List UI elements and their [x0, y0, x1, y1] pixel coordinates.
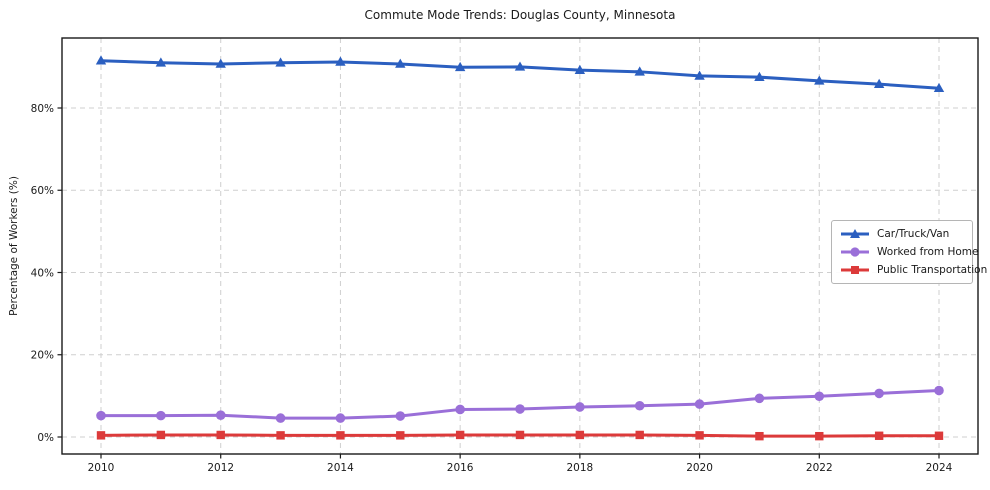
x-tick-label: 2010	[88, 462, 115, 474]
series-worked-from-home-marker	[215, 410, 226, 421]
y-tick-label: 80%	[31, 103, 54, 115]
series-worked-from-home-marker	[754, 393, 765, 404]
series-public-transportation-marker	[575, 430, 585, 440]
series-worked-from-home-marker	[575, 402, 585, 412]
legend-swatch-triangle-icon	[841, 228, 869, 238]
series-car-truck-van-marker	[215, 58, 226, 68]
x-tick-label: 2012	[207, 462, 234, 474]
x-tick-label: 2018	[566, 462, 593, 474]
x-tick-label: 2020	[686, 462, 713, 474]
series-worked-from-home-marker	[156, 410, 166, 421]
series-public-transportation-marker	[96, 431, 106, 440]
series-worked-from-home-marker	[694, 399, 705, 409]
series-public-transportation-marker	[635, 430, 644, 440]
series-public-transportation-marker	[934, 431, 944, 440]
y-axis-label: Percentage of Workers (%)	[8, 176, 20, 316]
series-worked-from-home-marker	[395, 411, 406, 421]
series-public-transportation-marker	[695, 431, 704, 440]
legend-item-worked-from-home: Worked from Home	[839, 244, 978, 259]
legend-item-car-truck-van: Car/Truck/Van	[839, 226, 964, 241]
series-car-truck-van-marker	[95, 55, 107, 65]
legend-label: Worked from Home	[877, 245, 979, 258]
y-tick-label: 20%	[31, 350, 54, 362]
series-car-truck-van-marker	[275, 57, 286, 67]
series-worked-from-home-marker	[814, 391, 825, 402]
circle-icon	[850, 246, 860, 257]
series-public-transportation-marker	[874, 431, 884, 440]
series-worked-from-home-marker	[515, 404, 525, 414]
series-public-transportation-marker	[216, 430, 225, 440]
series-car-truck-van-marker	[155, 57, 167, 67]
series-car-truck-van-marker	[514, 61, 526, 71]
legend-label: Public Transportation	[877, 263, 988, 276]
series-car-truck-van-marker	[335, 56, 346, 66]
y-tick-label: 0%	[37, 432, 54, 444]
x-tick-label: 2014	[327, 462, 354, 474]
series-car-truck-van-marker	[634, 66, 645, 76]
series-public-transportation-marker	[515, 430, 525, 440]
square-icon	[851, 265, 859, 274]
y-tick-label: 60%	[31, 185, 54, 197]
series-public-transportation-marker	[455, 430, 465, 440]
series-public-transportation-marker	[156, 430, 166, 440]
series-worked-from-home-marker	[455, 404, 465, 415]
series-worked-from-home-marker	[634, 400, 645, 411]
legend-label: Car/Truck/Van	[877, 227, 950, 240]
series-car-truck-van-marker	[873, 78, 885, 88]
series-worked-from-home-marker	[335, 413, 346, 423]
series-public-transportation-marker	[815, 431, 824, 441]
series-car-truck-van-marker	[814, 75, 825, 85]
series-car-truck-van-marker	[395, 58, 406, 68]
series-public-transportation-marker	[336, 431, 345, 440]
series-public-transportation-marker	[276, 431, 285, 440]
x-tick-label: 2024	[926, 462, 953, 474]
series-car-truck-van-marker	[933, 82, 945, 93]
legend-swatch-square-icon	[841, 265, 869, 274]
series-car-truck-van-marker	[694, 70, 705, 80]
x-tick-label: 2016	[447, 462, 474, 474]
series-worked-from-home-marker	[96, 410, 106, 421]
series-car-truck-van-marker	[574, 64, 586, 74]
series-public-transportation-marker	[396, 431, 405, 440]
y-tick-label: 40%	[31, 267, 54, 279]
series-worked-from-home-marker	[874, 388, 884, 399]
series-worked-from-home-marker	[934, 385, 944, 396]
series-car-truck-van-marker	[454, 61, 466, 72]
legend: Car/Truck/Van Worked from Home Public Tr…	[831, 220, 987, 284]
series-public-transportation-marker	[755, 431, 764, 441]
triangle-icon	[850, 228, 860, 238]
x-tick-label: 2022	[806, 462, 833, 474]
chart-title: Commute Mode Trends: Douglas County, Min…	[364, 8, 676, 22]
series-worked-from-home-marker	[275, 413, 286, 423]
legend-swatch-circle-icon	[841, 246, 869, 257]
axes-spines	[61, 37, 979, 455]
series-car-truck-van-marker	[754, 71, 765, 81]
legend-item-public-transportation: Public Transportation	[839, 262, 987, 277]
